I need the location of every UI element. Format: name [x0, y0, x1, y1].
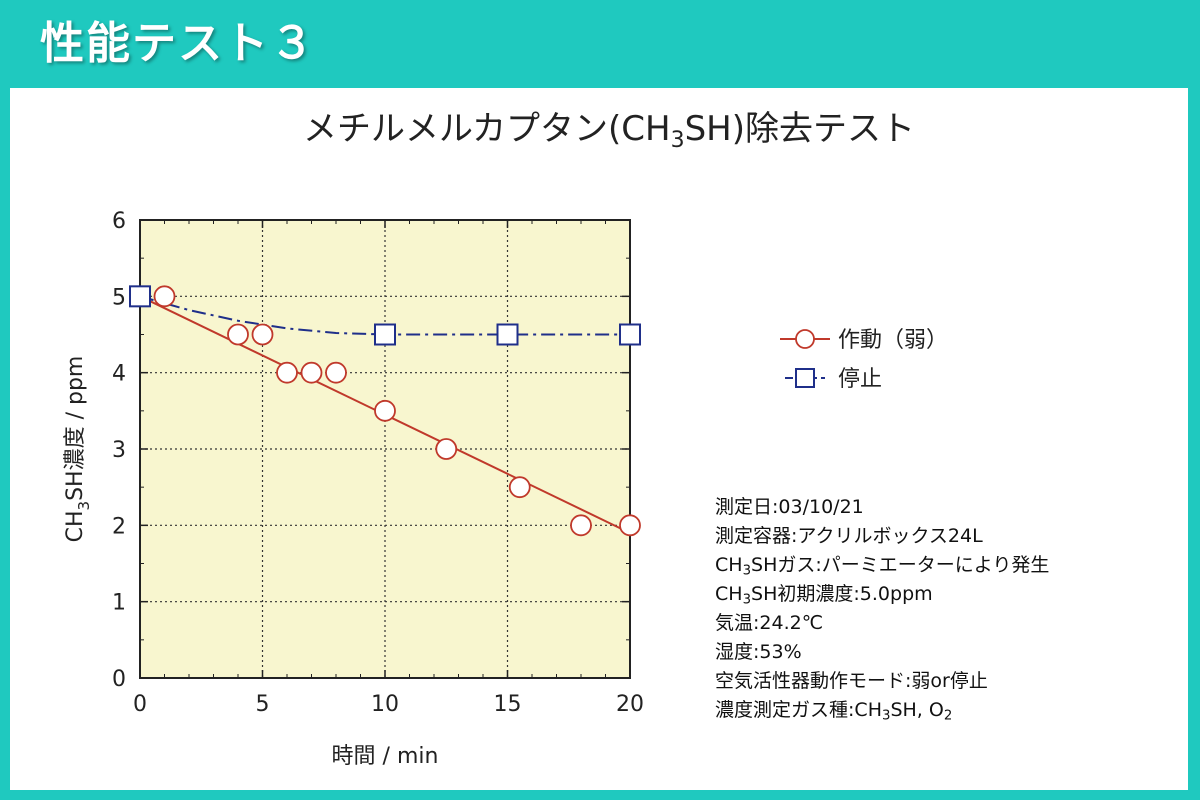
info-value: 53%: [759, 641, 802, 663]
info-line: 気温:24.2℃: [715, 608, 823, 635]
y-tick-label: 0: [112, 667, 126, 692]
chart-title: メチルメルカプタン(CH3SH)除去テスト: [303, 109, 915, 153]
data-point-active: [619, 514, 641, 537]
data-point-active: [153, 285, 176, 308]
y-tick-label: 6: [112, 209, 126, 234]
info-value: 24.2℃: [759, 612, 824, 634]
y-axis-label: CH3SH濃度 / ppm: [63, 356, 93, 543]
info-line: 測定日:03/10/21: [715, 492, 864, 519]
info-value: パーミエーターにより発生: [821, 554, 1050, 576]
info-label: 気温: [715, 612, 754, 634]
info-separator: :: [753, 612, 760, 634]
legend-marker-active: [795, 329, 815, 349]
info-line: 空気活性器動作モード:弱or停止: [715, 666, 988, 693]
info-line: 測定容器:アクリルボックス24L: [715, 521, 983, 548]
chart-canvas: メチルメルカプタン(CH3SH)除去テスト 0 5 10 15 20 0 1 2 3 4 5 6 時間 /…: [63, 109, 948, 769]
data-point-stopped: [619, 323, 641, 346]
info-separator: :: [905, 670, 912, 692]
x-tick-label: 5: [256, 692, 270, 717]
info-separator: :: [753, 641, 760, 663]
y-tick-label: 4: [112, 362, 126, 387]
y-tick-label: 5: [112, 285, 126, 310]
info-line: 濃度測定ガス種:CH3SH, O2: [715, 695, 952, 722]
info-value: 03/10/21: [778, 496, 864, 518]
info-separator: :: [815, 554, 822, 576]
info-value: 5.0ppm: [859, 583, 933, 605]
data-point-active: [227, 323, 249, 346]
info-line: CH3SHガス:パーミエーターにより発生: [715, 550, 1049, 577]
data-point-active: [570, 514, 592, 537]
y-tick-label: 3: [112, 438, 126, 463]
x-tick-label: 20: [616, 692, 644, 717]
x-tick-label: 0: [133, 692, 147, 717]
data-point-active: [374, 399, 396, 422]
info-separator: :: [772, 496, 779, 518]
x-axis-label: 時間 / min: [332, 744, 439, 769]
info-separator: :: [853, 583, 860, 605]
data-point-active: [435, 438, 458, 460]
info-line: CH3SH初期濃度:5.0ppm: [715, 579, 933, 606]
info-label: 測定日: [715, 496, 773, 518]
page-title: 性能テスト３: [40, 18, 316, 69]
legend-marker-stopped: [795, 368, 815, 388]
info-value: アクリルボックス24L: [797, 525, 983, 547]
y-tick-label: 2: [112, 514, 126, 539]
legend-label-active: 作動（弱）: [838, 328, 948, 353]
data-point-stopped: [129, 285, 151, 308]
data-point-stopped: [374, 323, 396, 346]
data-point-active: [300, 361, 323, 384]
x-tick-label: 10: [371, 692, 399, 717]
info-value: CH3SH, O2: [854, 699, 953, 724]
data-point-active: [251, 323, 274, 346]
info-label: 湿度: [715, 641, 754, 663]
info-label: 空気活性器動作モード: [715, 670, 906, 692]
x-tick-label: 15: [494, 692, 522, 717]
y-tick-label: 1: [112, 591, 126, 616]
info-line: 湿度:53%: [715, 637, 802, 664]
legend: 作動（弱） 停止: [780, 328, 948, 392]
chart-panel: メチルメルカプタン(CH3SH)除去テスト 0 5 10 15 20 0 1 2 3 4 5 6 時間 /…: [10, 88, 1188, 790]
legend-label-stopped: 停止: [838, 367, 882, 392]
data-point-active: [508, 476, 531, 499]
info-value: 弱or停止: [911, 670, 988, 692]
info-label: CH3SHガス: [715, 554, 816, 579]
info-label: CH3SH初期濃度: [715, 583, 854, 608]
info-label: 濃度測定ガス種: [715, 699, 849, 721]
info-label: 測定容器: [715, 525, 792, 547]
data-point-stopped: [496, 323, 519, 346]
data-point-active: [325, 361, 347, 384]
info-separator: :: [791, 525, 798, 547]
data-point-active: [276, 361, 298, 384]
info-separator: :: [848, 699, 855, 721]
series-line-stopped: [139, 295, 630, 336]
